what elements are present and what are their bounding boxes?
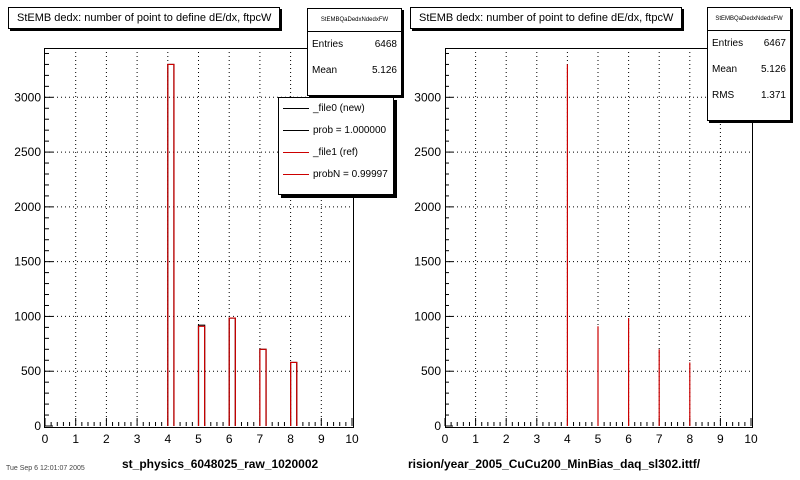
right-stats-box: StEMBQaDedxNdedxFW Entries 6467 Mean 5.1…	[707, 7, 791, 121]
left-xtick-label-3: 3	[134, 432, 141, 446]
left-stats-name: StEMBQaDedxNdedxFW	[308, 9, 401, 32]
left-xtick-label-10: 10	[345, 432, 359, 446]
right-xtick-label-5: 5	[595, 432, 602, 446]
left-stats-mean-value: 5.126	[371, 65, 397, 76]
right-histogram-svg: 0 1 2 3 4 5 6 7 8 9 10 0 500 1000 1500 2000 2500 3000	[414, 48, 758, 446]
right-stats-name: StEMBQaDedxNdedxFW	[708, 8, 790, 31]
footer-timestamp: Tue Sep 6 12:01:07 2005	[6, 465, 85, 472]
right-ytick-label-1500: 1500	[414, 255, 441, 269]
right-histogram-title: StEMB dedx: number of point to define dE…	[410, 7, 683, 29]
right-stats-rms-value: 1.371	[760, 90, 786, 101]
left-xtick-label-6: 6	[226, 432, 233, 446]
right-ytick-label-2500: 2500	[414, 145, 441, 159]
legend-swatch-file1	[283, 152, 309, 153]
left-xtick-label-5: 5	[195, 432, 202, 446]
left-xtick-label-0: 0	[42, 432, 49, 446]
right-stats-entries-row: Entries 6467	[708, 31, 790, 57]
left-xtick-label-9: 9	[318, 432, 325, 446]
left-bar-file1ref-4	[167, 63, 175, 426]
left-pad: 0 1 2 3 4 5 6 7 8 9 10 0 500 1000 1500 2000 2500 3000 StE…	[8, 7, 402, 471]
left-histogram-svg: 0 1 2 3 4 5 6 7 8 9 10 0 500 1000 1500 2000 2500 3000	[14, 48, 359, 446]
right-ytick-label-0: 0	[434, 419, 441, 433]
legend-entry-file0: _file0 (new)	[279, 98, 393, 120]
right-xtick-label-2: 2	[503, 432, 510, 446]
right-ytick-label-2000: 2000	[414, 200, 441, 214]
right-xtick-label-10: 10	[744, 432, 758, 446]
left-histogram-title: StEMB dedx: number of point to define dE…	[8, 7, 281, 29]
left-ytick-label-500: 500	[21, 364, 41, 378]
right-ytick-label-1000: 1000	[414, 309, 441, 323]
left-bar-file0new-7	[259, 348, 267, 426]
right-xtick-label-0: 0	[442, 432, 449, 446]
left-bar-file1ref-8	[290, 361, 298, 426]
left-bar-file1ref-6	[228, 317, 236, 426]
legend-label-prob: prob = 1.000000	[313, 125, 387, 136]
left-ytick-label-1000: 1000	[14, 309, 41, 323]
right-stats-mean-row: Mean 5.126	[708, 57, 790, 83]
left-stats-mean-row: Mean 5.126	[308, 58, 401, 84]
left-stats-entries-value: 6468	[374, 39, 397, 50]
right-xtick-label-1: 1	[472, 432, 479, 446]
right-stats-mean-label: Mean	[712, 64, 738, 75]
right-stats-rms-label: RMS	[712, 90, 735, 101]
legend-label-file1: _file1 (ref)	[313, 147, 359, 158]
legend-swatch-prob	[283, 130, 309, 131]
left-xtick-label-7: 7	[257, 432, 264, 446]
legend-swatch-probn	[283, 174, 309, 175]
left-ytick-label-2000: 2000	[14, 200, 41, 214]
right-xtick-label-7: 7	[656, 432, 663, 446]
right-stats-rms-row: RMS 1.371	[708, 83, 790, 109]
right-ytick-label-3000: 3000	[414, 90, 441, 104]
left-xtick-label-4: 4	[164, 432, 171, 446]
left-stats-mean-label: Mean	[312, 65, 338, 76]
left-ytick-label-1500: 1500	[14, 255, 41, 269]
left-xtick-label-8: 8	[287, 432, 294, 446]
legend-label-probn: probN = 0.99997	[313, 169, 388, 180]
right-x-axis-title: rision/year_2005_CuCu200_MinBias_daq_sl3…	[408, 457, 701, 471]
left-stats-box: StEMBQaDedxNdedxFW Entries 6468 Mean 5.1…	[307, 8, 402, 96]
left-ytick-label-0: 0	[34, 419, 41, 433]
right-stats-entries-label: Entries	[712, 38, 744, 49]
right-xtick-label-8: 8	[686, 432, 693, 446]
legend-entry-prob: prob = 1.000000	[279, 120, 393, 142]
right-xtick-label-9: 9	[717, 432, 724, 446]
right-stats-entries-value: 6467	[763, 38, 786, 49]
right-stats-mean-value: 5.126	[760, 64, 786, 75]
left-xtick-label-2: 2	[103, 432, 110, 446]
left-xtick-label-1: 1	[72, 432, 79, 446]
right-xtick-label-4: 4	[564, 432, 571, 446]
left-bar-file0new-4	[167, 63, 175, 426]
right-ytick-label-500: 500	[421, 364, 441, 378]
left-bar-file1ref-7	[259, 348, 267, 426]
left-stats-entries-row: Entries 6468	[308, 32, 401, 58]
legend-entry-file1: _file1 (ref)	[279, 142, 393, 164]
left-x-axis-title: st_physics_6048025_raw_1020002	[122, 457, 319, 471]
right-xtick-label-6: 6	[625, 432, 632, 446]
legend-swatch-file0	[283, 108, 309, 109]
left-bar-file0new-8	[290, 361, 298, 426]
right-pad: 0 1 2 3 4 5 6 7 8 9 10 0 500 1000 1500 2000 2500 3000 StE…	[400, 0, 800, 480]
left-ytick-label-3000: 3000	[14, 90, 41, 104]
left-bar-file0new-5	[197, 324, 206, 426]
left-ytick-label-2500: 2500	[14, 145, 41, 159]
legend-entry-probn: probN = 0.99997	[279, 164, 393, 186]
right-plot-frame	[445, 48, 753, 428]
left-legend: _file0 (new) prob = 1.000000 _file1 (ref…	[278, 97, 394, 195]
right-xtick-label-3: 3	[533, 432, 540, 446]
left-bar-file1ref-5	[197, 325, 206, 426]
legend-label-file0: _file0 (new)	[313, 103, 365, 114]
left-bar-file0new-6	[228, 317, 236, 426]
left-stats-entries-label: Entries	[312, 39, 344, 50]
